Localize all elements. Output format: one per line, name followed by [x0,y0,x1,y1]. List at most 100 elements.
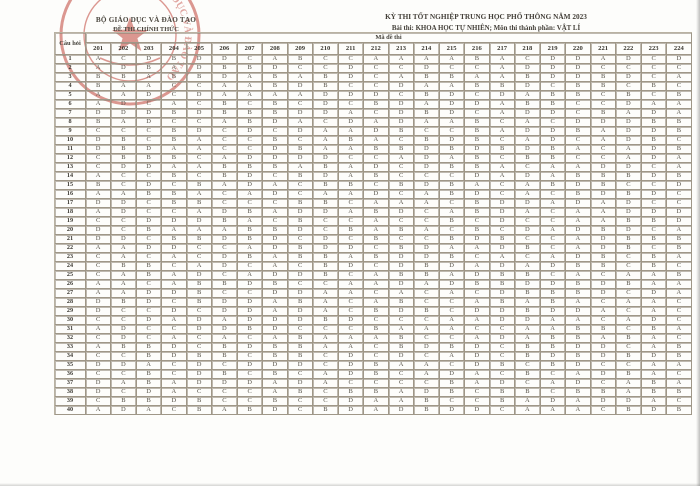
answer-cell: C [160,324,188,334]
answer-cell: C [160,360,188,370]
answer-cell: A [135,360,162,370]
answer-cell: D [387,261,415,271]
answer-cell: C [665,369,693,379]
answer-cell: D [539,135,566,145]
answer-cell: B [261,81,289,91]
answer-cell: A [84,279,112,289]
answer-cell: A [337,189,364,199]
answer-cell: A [135,72,162,82]
answer-cell: A [185,162,213,172]
answer-cell: D [337,63,364,73]
exam-code-header: 214 [413,42,440,55]
answer-cell: C [185,81,213,91]
answer-cell: D [463,405,491,415]
answer-cell: D [236,279,263,289]
answer-cell: C [236,396,263,406]
answer-cell: D [261,234,289,244]
answer-cell: D [514,126,541,136]
official-exam-label: ĐỀ THI CHÍNH THỨC [113,26,179,34]
answer-cell: D [589,162,617,172]
answer-cell: D [84,387,112,397]
question-number: 7 [54,108,86,118]
answer-cell: D [387,252,415,262]
answer-cell: C [514,216,541,226]
answer-cell: B [665,144,693,154]
answer-cell: A [286,72,314,82]
answer-cell: D [564,117,592,127]
answer-cell: B [387,144,415,154]
answer-cell: B [514,72,541,82]
answer-cell: B [463,198,491,208]
answer-cell: A [211,225,238,235]
answer-cell: C [413,216,440,226]
answer-cell: C [84,162,112,172]
answer-cell: A [564,396,592,406]
answer-cell: C [615,324,642,334]
answer-cell: D [211,234,238,244]
answer-cell: D [438,261,465,271]
answer-cell: D [463,306,491,316]
answer-cell: B [160,189,188,199]
answer-cell: A [312,144,339,154]
answer-cell: A [387,360,415,370]
answer-cell: D [286,126,314,136]
answer-cell: A [463,297,491,307]
answer-cell: C [640,54,667,64]
answer-cell: B [438,234,465,244]
answer-cell: C [337,270,364,280]
answer-cell: A [539,162,566,172]
answer-cell: C [589,144,617,154]
question-number: 24 [54,261,86,271]
answer-cell: B [438,180,465,190]
answer-cell: C [236,99,263,109]
answer-cell: B [665,234,693,244]
answer-cell: D [84,198,112,208]
answer-cell: D [615,225,642,235]
answer-cell: D [261,360,289,370]
answer-cell: B [236,162,263,172]
answer-cell: B [312,180,339,190]
answer-cell: A [387,396,415,406]
answer-cell: C [110,306,137,316]
answer-cell: B [640,378,667,388]
answer-cell: B [387,126,415,136]
answer-cell: A [665,324,693,334]
answer-cell: A [564,162,592,172]
answer-cell: A [488,63,516,73]
answer-cell: A [362,405,390,415]
answer-cell: B [160,54,188,64]
answer-cell: C [185,252,213,262]
answer-cell: B [413,135,440,145]
answer-cell: B [463,117,491,127]
answer-row: 36 C C B C D B C B C A D B C A D A C B C A D B A C [54,369,693,379]
exam-code-header: 207 [236,42,263,55]
answer-cell: B [564,279,592,289]
answer-cell: B [286,198,314,208]
answer-cell: C [185,342,213,352]
question-number: 12 [54,153,86,163]
answer-cell: C [135,198,162,208]
answer-cell: D [488,315,516,325]
answer-cell: A [589,306,617,316]
answer-cell: D [185,378,213,388]
answer-cell: D [84,297,112,307]
answer-cell: A [236,72,263,82]
answer-cell: C [135,279,162,289]
answer-cell: C [362,342,390,352]
answer-cell: D [110,207,137,217]
answer-cell: A [514,189,541,199]
answer-cell: B [236,63,263,73]
answer-cell: A [488,126,516,136]
answer-cell: D [615,126,642,136]
answer-cell: C [539,369,566,379]
answer-cell: C [135,252,162,262]
answer-cell: C [665,189,693,199]
answer-cell: A [337,279,364,289]
answer-cell: A [413,54,440,64]
answer-cell: D [135,297,162,307]
question-number: 17 [54,198,86,208]
question-number: 40 [54,405,86,415]
answer-cell: A [564,270,592,280]
answer-cell: D [413,342,440,352]
